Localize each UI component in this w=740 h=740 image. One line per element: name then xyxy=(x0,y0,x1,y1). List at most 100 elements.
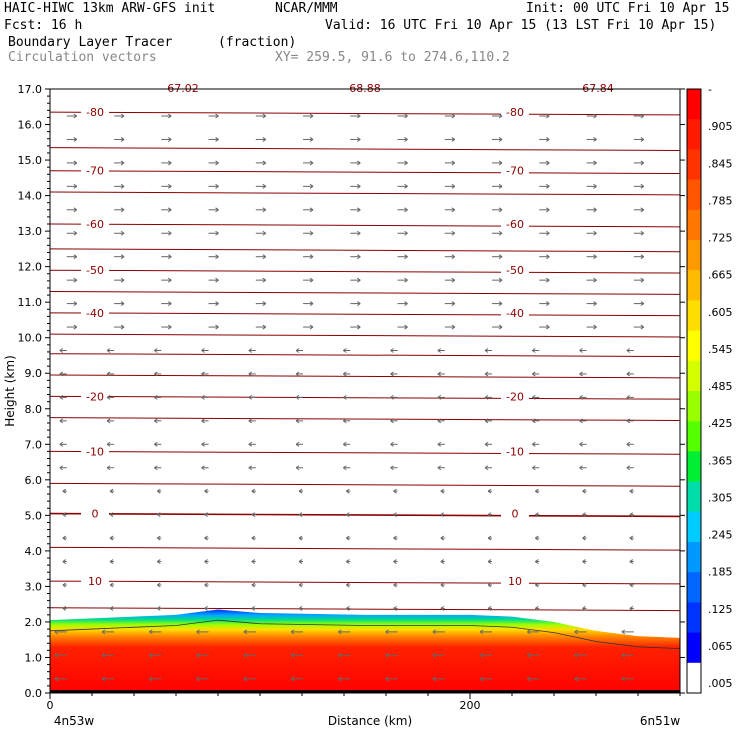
circulation-vector xyxy=(586,207,597,213)
vector-head xyxy=(629,582,634,588)
vector-head xyxy=(487,559,492,564)
circulation-vector xyxy=(535,488,540,494)
vector-head xyxy=(73,254,78,260)
y-tick-label: 5.0 xyxy=(25,509,43,522)
circulation-vector xyxy=(157,606,162,611)
circulation-vector xyxy=(303,160,314,166)
vector-head xyxy=(440,535,445,541)
vector-head xyxy=(73,160,78,166)
isotherm-line xyxy=(49,248,681,253)
isotherm-label-right: -20 xyxy=(506,390,524,403)
vector-head xyxy=(248,371,253,377)
vector-head xyxy=(393,582,397,588)
circulation-vector xyxy=(437,418,445,424)
vector-head xyxy=(295,465,300,471)
vector-head xyxy=(535,559,539,564)
circulation-vector xyxy=(157,488,162,494)
isotherm-label-left: -50 xyxy=(86,264,104,277)
vector-head xyxy=(309,254,314,260)
vector-head xyxy=(290,629,295,635)
isotherm-label-left: 0 xyxy=(92,508,99,521)
vector-head xyxy=(262,137,267,142)
colorbar-swatch xyxy=(687,632,701,664)
y-tick-label: 2.0 xyxy=(25,616,43,629)
colorbar-swatch xyxy=(687,89,701,120)
circulation-vector xyxy=(101,652,115,658)
y-tick-label: 9.0 xyxy=(25,367,43,380)
circulation-vector xyxy=(397,183,408,189)
circulation-vector xyxy=(437,441,445,447)
circulation-vector xyxy=(633,254,645,260)
valid-time: Valid: 16 UTC Fri 10 Apr 15 (13 LST Fri … xyxy=(325,18,717,33)
vector-head xyxy=(59,394,64,400)
isotherm-label-bg xyxy=(501,575,529,588)
vector-head xyxy=(579,371,583,377)
isotherm-label-bg xyxy=(81,106,109,119)
vector-head xyxy=(243,676,248,682)
circulation-vector xyxy=(208,277,219,283)
y-tick-label: 13.0 xyxy=(18,225,43,238)
circulation-vector xyxy=(532,418,540,424)
circulation-vector xyxy=(532,394,540,400)
vector-head xyxy=(640,137,645,142)
vector-head xyxy=(593,301,597,307)
circulation-vector xyxy=(633,160,645,166)
circulation-vector xyxy=(208,207,219,213)
vector-head xyxy=(357,324,361,330)
colorbar-swatch xyxy=(687,360,701,392)
vector-head xyxy=(532,394,536,400)
circulation-vector xyxy=(629,606,634,611)
vector-head xyxy=(640,277,645,283)
vector-head xyxy=(154,394,158,400)
colorbar-label: .005 xyxy=(708,677,733,690)
circulation-vector xyxy=(397,277,408,283)
circulation-vector xyxy=(208,230,219,236)
vector-head xyxy=(579,394,583,400)
circulation-vector xyxy=(201,371,209,377)
circulation-vector xyxy=(66,230,78,236)
vector-head xyxy=(309,324,314,330)
vector-head xyxy=(437,371,442,377)
colorbar-swatch xyxy=(687,300,701,332)
circulation-vector xyxy=(251,606,256,611)
circulation-vector xyxy=(343,371,351,377)
circulation-vector xyxy=(626,394,634,400)
vector-head xyxy=(357,301,361,307)
vector-head xyxy=(168,254,172,260)
vector-head xyxy=(298,488,303,494)
isotherm-line xyxy=(49,333,681,338)
circulation-vector xyxy=(303,137,314,142)
vector-head xyxy=(451,277,456,283)
circulation-vector xyxy=(303,254,314,260)
circulation-vector xyxy=(243,676,256,682)
vector-head xyxy=(346,512,350,518)
circulation-vector xyxy=(393,559,398,564)
circulation-vector xyxy=(586,160,597,166)
circulation-vector xyxy=(574,676,587,682)
x-tick-label: 200 xyxy=(460,699,481,712)
isotherm-label-right: -70 xyxy=(506,165,524,178)
vector-head xyxy=(535,582,539,588)
vector-head xyxy=(390,371,394,377)
plot-frame xyxy=(49,88,681,694)
circulation-vector xyxy=(586,183,597,189)
vector-head xyxy=(390,348,394,353)
vector-head xyxy=(73,277,78,283)
vector-head xyxy=(404,254,408,260)
vector-head xyxy=(487,512,492,518)
circulation-vector xyxy=(66,254,78,260)
vector-head xyxy=(440,488,445,494)
circulation-vector xyxy=(338,676,351,682)
vector-head xyxy=(487,488,492,494)
circulation-vector xyxy=(251,512,256,518)
circulation-vector xyxy=(432,676,445,682)
vector-head xyxy=(357,277,361,283)
circulation-vector xyxy=(154,394,162,400)
circulation-vector xyxy=(586,277,597,283)
circulation-vector xyxy=(492,160,503,166)
circulation-vector xyxy=(437,371,445,377)
circulation-vector xyxy=(440,488,445,494)
circulation-vector xyxy=(343,348,351,353)
circulation-vector xyxy=(201,418,209,424)
circulation-vector xyxy=(62,488,67,494)
